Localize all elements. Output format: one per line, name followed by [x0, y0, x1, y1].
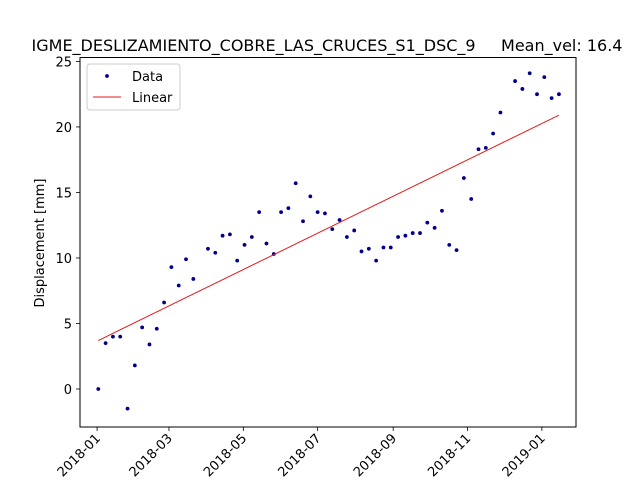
- data-point: [301, 219, 305, 224]
- y-tick-label: 20: [55, 121, 72, 136]
- data-point: [513, 79, 517, 83]
- data-point: [235, 258, 240, 263]
- data-point: [330, 227, 335, 232]
- data-point: [381, 245, 386, 250]
- data-point: [549, 96, 554, 101]
- data-point: [213, 250, 218, 255]
- data-point: [469, 197, 474, 201]
- data-point: [125, 406, 130, 411]
- data-point: [374, 258, 379, 263]
- data-point: [111, 334, 115, 339]
- data-point: [132, 363, 137, 368]
- y-tick-label: 25: [55, 55, 72, 70]
- data-point: [447, 242, 452, 247]
- data-point: [308, 194, 313, 199]
- data-point: [337, 218, 342, 222]
- data-point: [344, 235, 349, 239]
- data-point: [169, 265, 174, 270]
- legend: Data Linear: [86, 63, 181, 111]
- data-point: [264, 241, 269, 246]
- data-point: [96, 387, 101, 391]
- y-tick-label: 15: [55, 186, 72, 201]
- legend-data-marker: [105, 74, 109, 78]
- data-point: [498, 110, 503, 115]
- axes-frame: [79, 57, 577, 428]
- data-point: [454, 248, 459, 253]
- data-point: [286, 206, 291, 211]
- data-point: [206, 246, 210, 251]
- data-point: [257, 210, 262, 215]
- y-tick-label: 5: [64, 317, 72, 332]
- data-point: [176, 283, 181, 288]
- data-point: [184, 257, 188, 262]
- data-point: [293, 181, 298, 186]
- data-point: [396, 235, 400, 239]
- data-point: [249, 235, 254, 239]
- legend-linear-label: Linear: [132, 91, 173, 106]
- legend-box: [86, 63, 181, 111]
- data-point: [388, 245, 393, 250]
- data-point: [323, 211, 327, 216]
- data-point: [242, 242, 247, 247]
- y-tick-label: 0: [64, 383, 72, 398]
- data-point: [315, 210, 320, 215]
- data-point: [227, 232, 232, 237]
- data-point: [140, 325, 145, 330]
- data-point: [535, 92, 539, 97]
- data-point: [191, 277, 196, 281]
- data-point: [118, 334, 123, 339]
- data-point: [440, 208, 444, 213]
- data-point: [520, 87, 525, 91]
- data-point: [410, 231, 415, 235]
- data-point: [483, 146, 488, 150]
- data-point: [147, 342, 152, 347]
- data-point: [491, 131, 496, 136]
- data-point: [527, 71, 532, 76]
- data-point: [220, 233, 225, 238]
- data-point: [279, 210, 283, 215]
- linear-fit-line: [98, 114, 560, 341]
- data-point: [557, 92, 561, 97]
- data-point: [359, 249, 364, 254]
- y-axis-label: Displacement [mm]: [33, 179, 48, 308]
- data-point: [162, 300, 166, 305]
- data-point: [103, 341, 108, 346]
- data-point: [366, 246, 371, 251]
- data-point: [476, 147, 481, 152]
- legend-data-label: Data: [132, 70, 163, 85]
- data-point: [461, 176, 466, 180]
- data-point: [418, 231, 422, 235]
- data-point: [425, 220, 430, 225]
- y-tick-label: 10: [55, 252, 72, 267]
- data-point: [154, 326, 159, 331]
- data-point: [352, 228, 357, 233]
- chart-title: IGME_DESLIZAMIENTO_COBRE_LAS_CRUCES_S1_D…: [32, 36, 623, 56]
- data-point: [432, 225, 437, 230]
- data-point: [542, 75, 547, 80]
- data-point: [403, 233, 408, 238]
